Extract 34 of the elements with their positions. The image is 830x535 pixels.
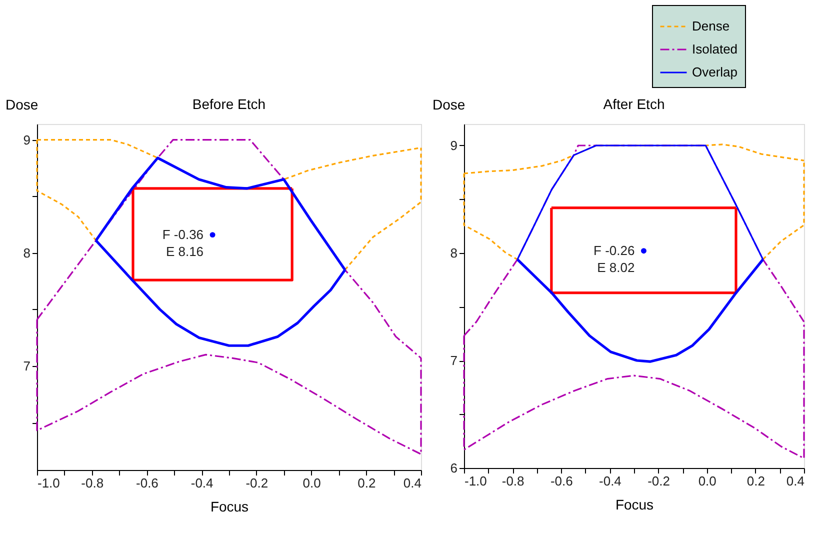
x-tick-label: -0.8	[81, 476, 104, 490]
x-tick-label: 0.2	[746, 474, 765, 488]
x-tick-label: -1.0	[38, 476, 60, 490]
y-axis-title: Dose	[6, 96, 38, 112]
x-tick-label: 0.2	[358, 476, 376, 490]
legend-label: Isolated	[692, 42, 738, 56]
x-tick-label: -0.8	[502, 474, 524, 488]
x-tick-label: -0.6	[136, 476, 158, 490]
x-tick-label: -0.6	[550, 474, 573, 488]
x-tick-label: -0.4	[190, 476, 214, 490]
y-tick-label: 9	[450, 138, 458, 153]
x-axis-title: Focus	[615, 496, 654, 512]
x-tick-label: -0.4	[599, 474, 622, 488]
x-tick-label: -0.2	[246, 476, 268, 490]
y-tick-label: 7	[23, 358, 30, 374]
y-tick-label: 8	[23, 245, 30, 260]
y-tick-label: 6	[450, 460, 458, 476]
x-tick-label: 0.4	[786, 474, 804, 488]
y-tick-label: 7	[450, 353, 458, 368]
x-axis-title: Focus	[210, 498, 249, 514]
legend-label: Overlap	[692, 64, 738, 80]
chart-title: Before Etch	[192, 96, 266, 112]
x-tick-label: 0.4	[403, 476, 422, 490]
y-tick-label: 8	[450, 246, 458, 260]
legend-label: Dense	[692, 18, 730, 34]
x-tick-label: -1.0	[464, 474, 487, 488]
x-tick-label: 0.0	[302, 476, 321, 490]
annotation: F -0.36 E 8.16	[162, 226, 204, 259]
annotation: F -0.26 E 8.02	[594, 242, 635, 275]
chart-title: After Etch	[603, 96, 665, 112]
x-tick-label: 0.0	[698, 474, 716, 488]
y-tick-label: 9	[23, 132, 30, 148]
x-tick-label: -0.2	[648, 474, 670, 488]
y-axis-title: Dose	[432, 96, 466, 112]
